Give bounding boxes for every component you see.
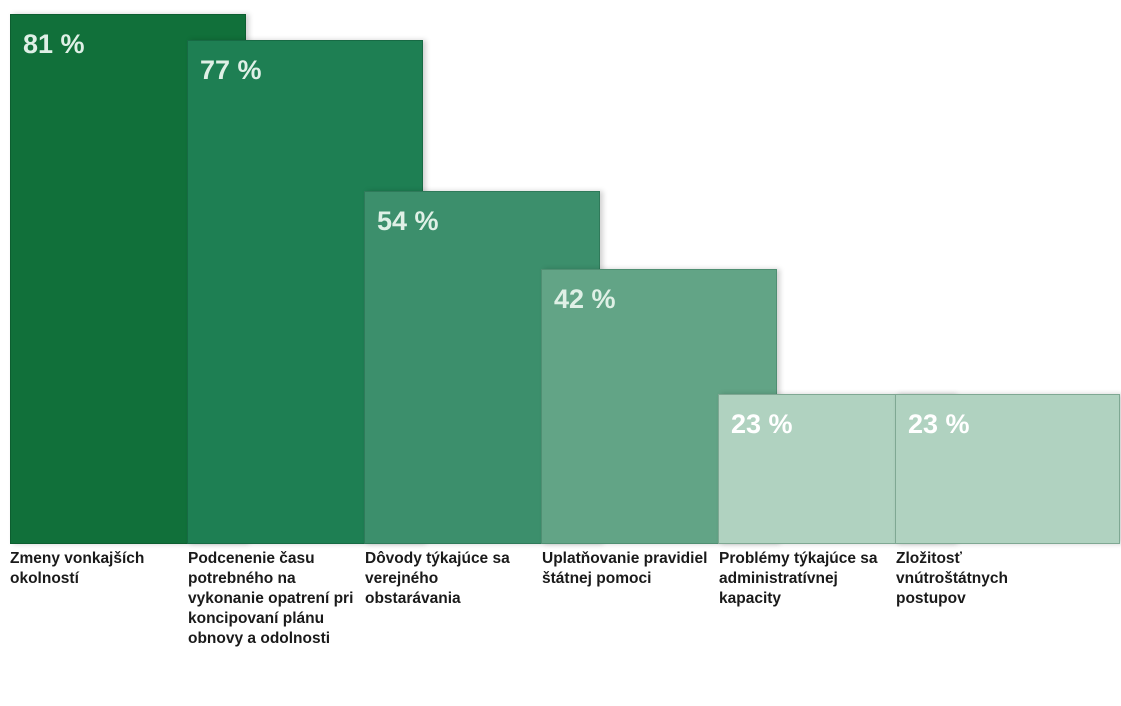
bar-value-label: 42 % bbox=[554, 284, 616, 315]
bar-value-label: 23 % bbox=[731, 408, 793, 439]
bar-6: 23 % bbox=[895, 393, 1120, 544]
category-label: Zložitosť vnútroštátnych postupov bbox=[896, 550, 1008, 607]
bar-value-label: 23 % bbox=[908, 408, 970, 439]
category-label: Zmeny vonkajších okolností bbox=[10, 550, 145, 587]
category-label: Dôvody týkajúce sa verejného obstarávani… bbox=[365, 550, 510, 607]
bar-value-label: 81 % bbox=[23, 29, 85, 59]
bar-value-label: 54 % bbox=[377, 205, 439, 236]
category-label: Podcenenie času potrebného na vykonanie … bbox=[188, 550, 354, 647]
bar-value-label: 77 % bbox=[200, 55, 262, 86]
category-label: Uplatňovanie pravidiel štátnej pomoci bbox=[542, 550, 708, 587]
category-label: Problémy týkajúce sa administratívnej ka… bbox=[719, 550, 878, 607]
